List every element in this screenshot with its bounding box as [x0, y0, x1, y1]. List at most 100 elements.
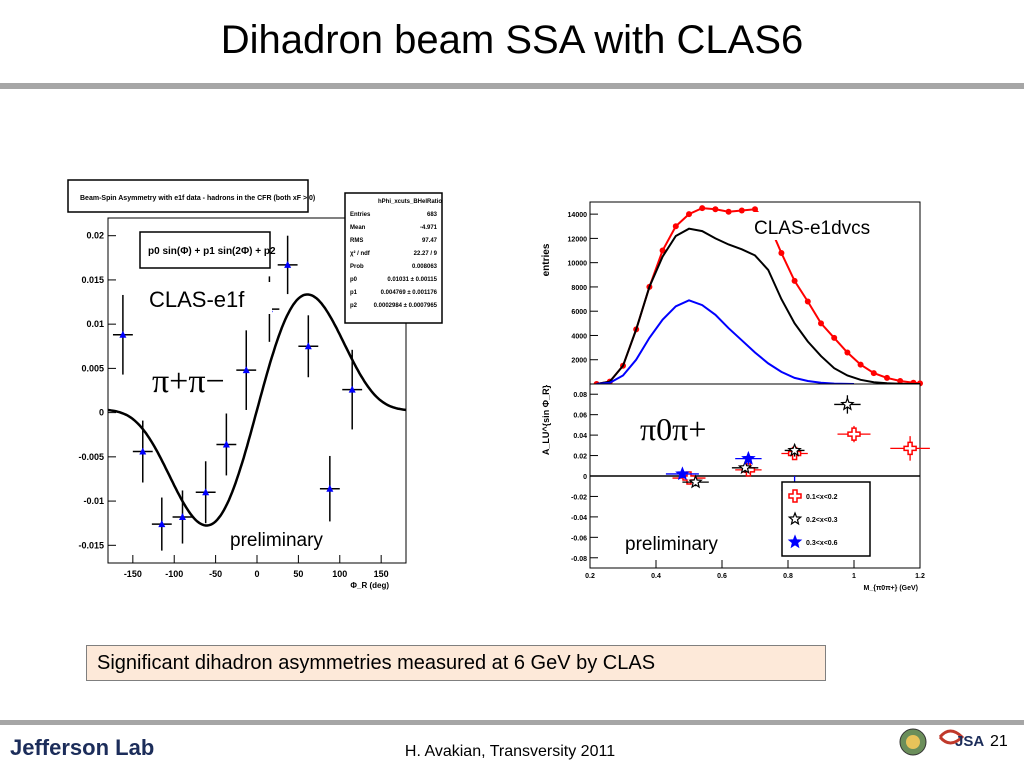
legend-marker [788, 489, 802, 503]
rb-ytick-label: 0.04 [573, 433, 587, 440]
left-data-point [242, 366, 250, 374]
rt-ytick-label: 6000 [571, 309, 587, 316]
stats-box: hPhi_xcuts_BHelRatio Entries 683 Mean -4.97… [344, 192, 443, 324]
right-preliminary-bg [622, 530, 750, 554]
left-data-point [284, 260, 292, 268]
clas-e1dvcs-label-bg [750, 212, 914, 240]
footer-divider [0, 720, 1024, 725]
rt-ytick-label: 12000 [568, 236, 588, 243]
rb-ytick-label: -0.06 [571, 535, 587, 542]
rb-data-point [787, 442, 802, 457]
slide-title: Dihadron beam SSA with CLAS6 [220, 18, 804, 62]
left-plot: Beam-Spin Asymmetry with e1f data - hadr… [67, 179, 443, 590]
rt-series-marker [870, 370, 877, 377]
summary-text: Significant dihadron asymmetries measure… [97, 652, 656, 674]
left-ytick-label: 0.01 [86, 319, 104, 329]
rt-ytick-label: 14000 [568, 212, 588, 219]
rt-series-marker [725, 208, 732, 215]
rb-xtick-label: 1.2 [915, 573, 925, 580]
left-xtick-label: 50 [293, 569, 303, 579]
rb-ytick-label: 0.02 [573, 454, 587, 461]
stats-row-value: 0.0002984 ± 0.0007965 [374, 303, 438, 309]
rb-data-point [688, 474, 703, 489]
stats-row-value: 0.01031 ± 0.00115 [387, 277, 437, 283]
seal-inner-icon [906, 735, 920, 749]
rb-ytick-label: 0 [583, 474, 587, 481]
rt-series-marker [738, 207, 745, 214]
stats-row-label: p1 [350, 290, 358, 296]
title-divider [0, 83, 1024, 89]
left-channel-label: π+π− [152, 363, 225, 400]
right-bottom-ylabel: A_LU^{sin Φ_R} [541, 384, 551, 455]
legend-label: 0.3<x<0.6 [806, 540, 838, 547]
right-bottom-legend: 0.1<x<0.2 0.2<x<0.3 0.3<x<0.6 [781, 481, 871, 557]
stats-row-value: 22.27 / 9 [414, 251, 438, 257]
rb-ytick-label: 0.08 [573, 392, 587, 399]
rt-series-marker [699, 205, 706, 212]
left-data-point [304, 342, 312, 350]
rb-data-point [741, 450, 756, 465]
clas-e1f-label: CLAS-e1f [149, 287, 245, 312]
rb-xtick-label: 0.2 [585, 573, 595, 580]
rt-series-marker [818, 320, 824, 327]
stats-row-value: -4.971 [420, 225, 438, 231]
fit-label-box [139, 231, 271, 269]
fit-label: p0 sin(Φ) + p1 sin(2Φ) + p2 [148, 246, 276, 257]
legend-label: 0.1<x<0.2 [806, 494, 838, 501]
rt-series-marker [659, 247, 666, 254]
rb-ytick-label: -0.02 [571, 494, 587, 501]
left-xtick-label: -150 [124, 569, 142, 579]
rt-series-marker [672, 223, 679, 230]
left-plot-xlabel: Φ_R (deg) [350, 581, 389, 590]
footer-text: H. Avakian, Transversity 2011 [404, 743, 616, 760]
left-data-point [158, 520, 166, 528]
rt-series-marker [897, 377, 904, 384]
left-data-point [139, 447, 147, 455]
summary-box: Significant dihadron asymmetries measure… [86, 645, 826, 681]
rt-series-marker [831, 334, 838, 341]
rt-series-marker [712, 206, 719, 213]
left-data-point [202, 488, 210, 496]
left-xtick-label: -50 [209, 569, 222, 579]
left-xtick-label: 0 [254, 569, 259, 579]
left-ytick-label: -0.01 [83, 496, 104, 506]
jsa-swoosh-icon [938, 729, 965, 745]
left-data-point [348, 385, 356, 393]
left-preliminary: preliminary [230, 530, 323, 551]
stats-row-value: 0.004769 ± 0.001176 [381, 290, 438, 296]
left-xtick-label: -100 [165, 569, 183, 579]
right-channel-label: π0π+ [640, 411, 706, 447]
left-ytick-label: 0.005 [81, 363, 104, 373]
stats-row-label: Prob [350, 264, 364, 270]
rt-series-line [596, 227, 920, 385]
rt-ytick-label: 8000 [571, 285, 587, 292]
right-bottom-plot: A_LU^{sin Φ_R} -0.08 -0.06 -0.04 -0.02 0 0.02… [541, 383, 930, 592]
rb-data-point [903, 441, 917, 456]
rb-ytick-label: -0.08 [571, 556, 587, 563]
rb-data-point [737, 460, 753, 475]
left-ytick-label: -0.005 [78, 452, 104, 462]
left-xtick-label: 100 [332, 569, 347, 579]
rb-data-point [847, 427, 861, 441]
stats-row-label: χ² / ndf [350, 250, 371, 257]
left-ytick-label: 0.02 [86, 231, 104, 241]
rt-series-marker [791, 277, 798, 284]
rb-xtick-label: 0.6 [717, 573, 727, 580]
stats-box-name: hPhi_xcuts_BHelRatio [378, 199, 442, 205]
stats-row-value: 683 [427, 212, 438, 218]
left-data-point [179, 513, 186, 520]
rt-series-marker [778, 249, 785, 256]
stats-row-value: 97.47 [422, 238, 438, 244]
left-data-point [119, 330, 127, 338]
rb-ytick-label: 0.06 [573, 413, 587, 420]
stats-row-label: Entries [350, 212, 371, 218]
stats-row-label: p0 [350, 277, 358, 283]
rt-ytick-label: 10000 [568, 261, 588, 268]
right-preliminary: preliminary [625, 534, 718, 555]
right-top-ylabel: entries [541, 243, 552, 276]
rb-xtick-label: 0.8 [783, 573, 793, 580]
left-data-point [326, 484, 334, 492]
left-plot-title-box [67, 179, 309, 213]
rt-series-marker [804, 298, 811, 305]
legend-marker [787, 534, 803, 549]
